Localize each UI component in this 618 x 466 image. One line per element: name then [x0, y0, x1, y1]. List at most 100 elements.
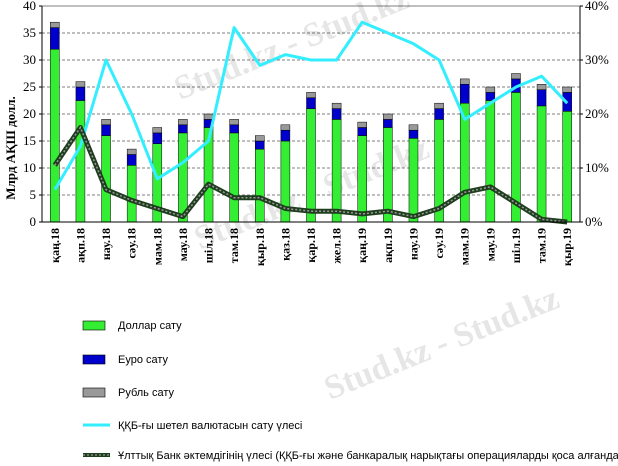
bar-segment-3 [152, 127, 163, 134]
line-series-2 [54, 125, 568, 223]
bar-segment-1 [408, 138, 419, 223]
line-series-1 [53, 20, 569, 191]
bar-segment-1 [383, 127, 393, 223]
bar-segment-3 [357, 121, 367, 128]
bar-segment-3 [511, 73, 521, 80]
bar-segment-3 [229, 119, 239, 126]
legend-label: Рубль сату [118, 387, 175, 399]
lines-group [52, 20, 569, 225]
x-tick-label: там.19 [535, 228, 549, 263]
bar-segment-1 [75, 100, 86, 223]
x-tick-label: мам.19 [458, 228, 472, 265]
x-tick-label: ақп.19 [381, 228, 395, 263]
watermark-text: Stud.kz - Stud.kz [319, 280, 564, 408]
y-tick-label: 20 [23, 106, 36, 121]
bar-segment-1 [255, 148, 265, 223]
y-tick-label: 40 [23, 0, 36, 13]
bar-segment-3 [255, 135, 265, 142]
legend-swatch [82, 320, 106, 331]
bar-segment-2 [50, 27, 60, 50]
bar-segment-2 [101, 124, 111, 136]
bar-segment-1 [50, 48, 60, 223]
y-tick-label: 10 [23, 160, 36, 175]
y-tick-label: 30 [23, 52, 36, 67]
x-tick-label: мау.19 [483, 228, 497, 261]
bar-segment-2 [485, 92, 496, 101]
legend-label: Доллар сату [118, 320, 182, 332]
x-tick-label: там.18 [227, 228, 241, 263]
bar-segment-1 [536, 105, 547, 223]
y-tick-label: 15 [23, 133, 36, 148]
bar-segment-2 [178, 124, 188, 134]
legend-swatch [82, 354, 106, 365]
watermark-text: Stud.kz - Stud.kz [169, 0, 414, 107]
bar-segment-3 [459, 78, 470, 85]
bar-segment-1 [485, 100, 496, 223]
bar-segment-2 [434, 108, 444, 120]
bar-segment-3 [280, 124, 291, 131]
bar-segment-2 [408, 129, 419, 139]
x-tick-label: мау.18 [176, 228, 190, 261]
x-tick-label: қыр.18 [253, 228, 267, 266]
bar-segment-2 [255, 140, 265, 150]
x-tick-label: нау.18 [99, 228, 113, 260]
bar-segment-2 [75, 86, 86, 101]
x-tick-label: қаз.18 [278, 228, 292, 261]
gridlines [42, 5, 580, 196]
bar-segment-3 [101, 119, 111, 126]
bar-segment-2 [331, 108, 342, 120]
bar-segment-2 [459, 84, 470, 104]
y-tick-label: 35 [23, 25, 36, 40]
bar-segment-3 [178, 119, 188, 126]
y-axis-label: Млрд АҚШ долл. [3, 96, 18, 200]
x-tick-label: ақп.18 [73, 228, 87, 263]
x-tick-label: шіл.18 [202, 228, 216, 263]
x-tick-label: жел.18 [330, 228, 344, 264]
bar-segment-2 [152, 132, 163, 144]
y-tick-label: 25 [23, 79, 36, 94]
y-tick-label: 5 [30, 187, 37, 202]
axes-group: 0 5 10 15 20 25 30 35 40 0% 10% 20% 30% 40% қаң.18 ақп.… [23, 0, 609, 266]
x-tick-label: мам.18 [150, 228, 164, 265]
y2-tick-label: 0% [585, 214, 603, 229]
x-tick-label: қаң.18 [48, 228, 62, 263]
bar-segment-1 [357, 135, 367, 223]
bar-segment-2 [357, 127, 367, 136]
bar-segment-2 [383, 119, 393, 128]
bar-segment-1 [562, 111, 572, 223]
bar-segment-3 [331, 102, 342, 109]
bar-segment-3 [203, 113, 214, 120]
y2-tick-label: 20% [585, 106, 609, 121]
x-tick-label: қар.18 [304, 228, 318, 263]
bar-segment-3 [50, 21, 60, 28]
bar-segment-2 [126, 154, 137, 166]
x-tick-label: нау.19 [406, 228, 420, 260]
y2-tick-label: 10% [585, 160, 609, 175]
legend-label: Ұлттық Банк әктемдігінің үлесі (ҚҚБ-ғы ж… [118, 450, 618, 462]
bar-segment-2 [306, 97, 316, 109]
bar-segment-2 [536, 89, 547, 107]
legend: Доллар сату Еуро сату Рубль сату ҚҚБ-ғы шет… [82, 320, 618, 462]
bar-segment-3 [536, 84, 547, 90]
bar-segment-2 [280, 129, 291, 142]
bar-segment-2 [229, 124, 239, 134]
bar-segment-1 [331, 119, 342, 223]
bar-segment-3 [562, 86, 572, 93]
bars-group [50, 21, 572, 223]
x-tick-label: сәу.18 [125, 228, 139, 258]
bar-segment-3 [485, 86, 496, 93]
x-tick-label: сәу.19 [432, 228, 446, 258]
bar-segment-1 [126, 165, 137, 223]
bar-segment-1 [229, 132, 239, 223]
legend-label: ҚҚБ-ғы шетел валютасын сату үлесі [118, 420, 302, 432]
bar-segment-3 [306, 92, 316, 99]
bar-segment-3 [75, 81, 86, 88]
x-tick-label: шіл.19 [509, 228, 523, 263]
x-tick-label: қыр.19 [560, 228, 574, 266]
bar-segment-3 [434, 102, 444, 109]
bar-segment-3 [126, 148, 137, 155]
bar-segment-3 [383, 113, 393, 120]
x-tick-label: қаң.19 [355, 228, 369, 263]
y2-tick-label: 30% [585, 52, 609, 67]
